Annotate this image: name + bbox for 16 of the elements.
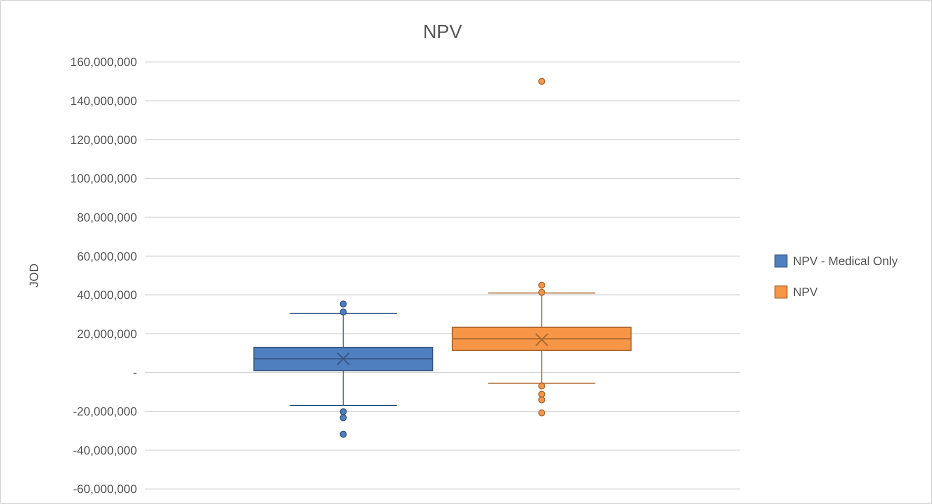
y-tick-label: 100,000,000	[70, 172, 138, 186]
y-tick-label: 20,000,000	[76, 326, 138, 341]
y-tick-label: 40,000,000	[76, 288, 138, 302]
y-tick-label: 80,000,000	[76, 210, 138, 224]
y-axis-title: JOD	[27, 263, 41, 288]
y-tick-label: 140,000,000	[70, 94, 138, 108]
legend-label: NPV	[793, 285, 818, 300]
y-tick-label: -60,000,000	[72, 482, 138, 496]
y-tick-label: 60,000,000	[76, 249, 138, 264]
y-tick-label: -20,000,000	[72, 404, 138, 419]
legend-label: NPV - Medical Only	[793, 254, 898, 268]
y-tick-label: 120,000,000	[70, 132, 138, 147]
y-tick-label: 160,000,000	[70, 55, 138, 70]
y-tick-label: -	[133, 366, 137, 380]
y-tick-label: -40,000,000	[72, 443, 138, 458]
chart-title: NPV	[422, 22, 462, 43]
